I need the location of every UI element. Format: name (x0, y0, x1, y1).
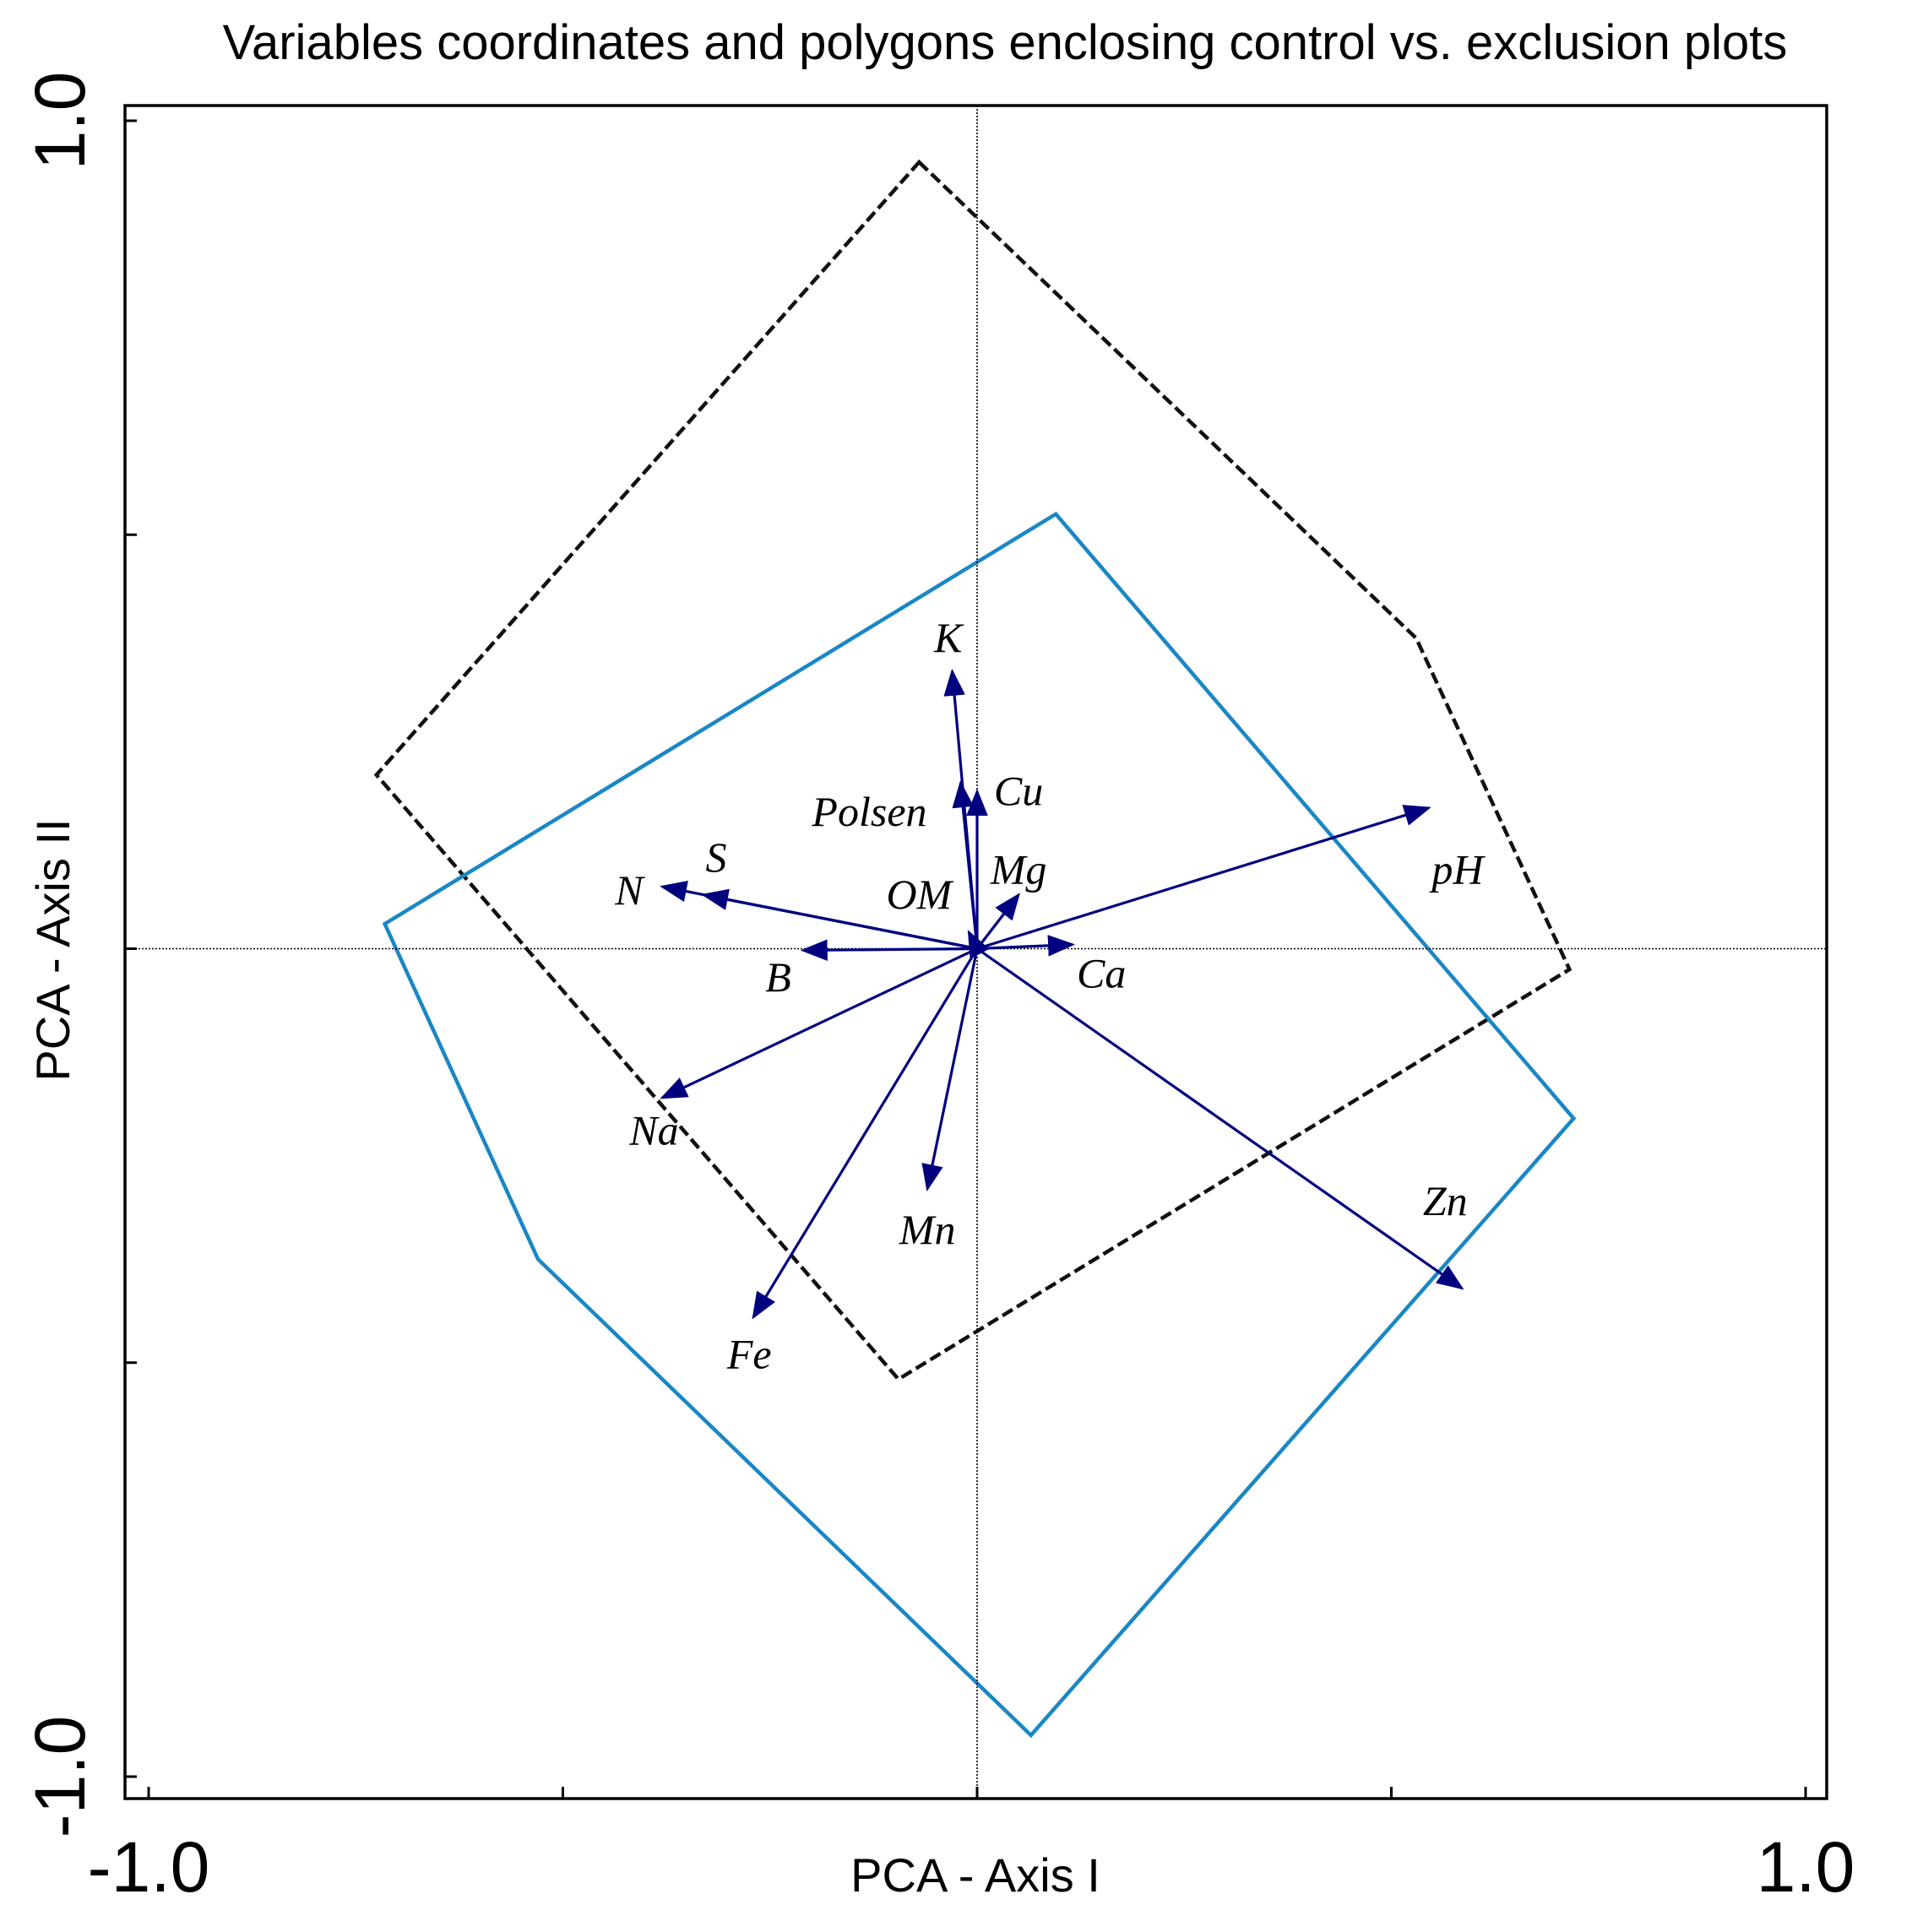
label-ca: Ca (1077, 949, 1126, 996)
plot-area: K Cu Polsen Mg OM S N B Ca pH Na Mn Fe Zn (125, 106, 1827, 1799)
x-axis-title: PCA - Axis I (850, 1848, 1100, 1902)
y-tick-label-1: -1.0 (20, 1716, 100, 1838)
label-b: B (765, 953, 791, 1001)
origin-point (971, 942, 983, 955)
arrow-ca (976, 935, 1076, 957)
label-om: OM (886, 871, 953, 918)
axis-tick-labels: -1.0 1.0 1.0 -1.0 (20, 72, 1855, 1907)
label-cu: Cu (994, 768, 1043, 815)
label-na: Na (628, 1107, 678, 1154)
polygon-dashed-polygon (373, 159, 1573, 1382)
label-mg: Mg (990, 846, 1047, 893)
arrow-mn (921, 948, 979, 1191)
label-mn: Mn (899, 1206, 956, 1253)
label-k: K (933, 614, 964, 661)
axis-ticks (125, 119, 1807, 1799)
label-zn: Zn (1423, 1177, 1468, 1224)
arrow-mg (975, 893, 1021, 950)
y-axis-title: PCA - Axis II (26, 818, 79, 1081)
label-polsen: Polsen (811, 788, 926, 835)
arrow-fe (752, 947, 979, 1320)
arrow-n (660, 880, 978, 951)
chart-title: Variables coordinates and polygons enclo… (223, 15, 1788, 70)
label-ph: pH (1429, 846, 1486, 893)
x-tick-label-1: 1.0 (1757, 1827, 1855, 1907)
label-s: S (705, 833, 726, 881)
polygon-solid-polygon (382, 511, 1577, 1739)
arrow-polsen (952, 780, 979, 949)
x-tick-label-1: -1.0 (88, 1827, 210, 1907)
y-tick-label-1: 1.0 (20, 72, 100, 171)
arrow-ph (976, 805, 1431, 951)
arrow-na (660, 947, 978, 1099)
arrow-zn (976, 947, 1464, 1290)
label-n: N (614, 866, 645, 914)
arrow-b (800, 939, 978, 961)
label-fe: Fe (726, 1330, 772, 1377)
